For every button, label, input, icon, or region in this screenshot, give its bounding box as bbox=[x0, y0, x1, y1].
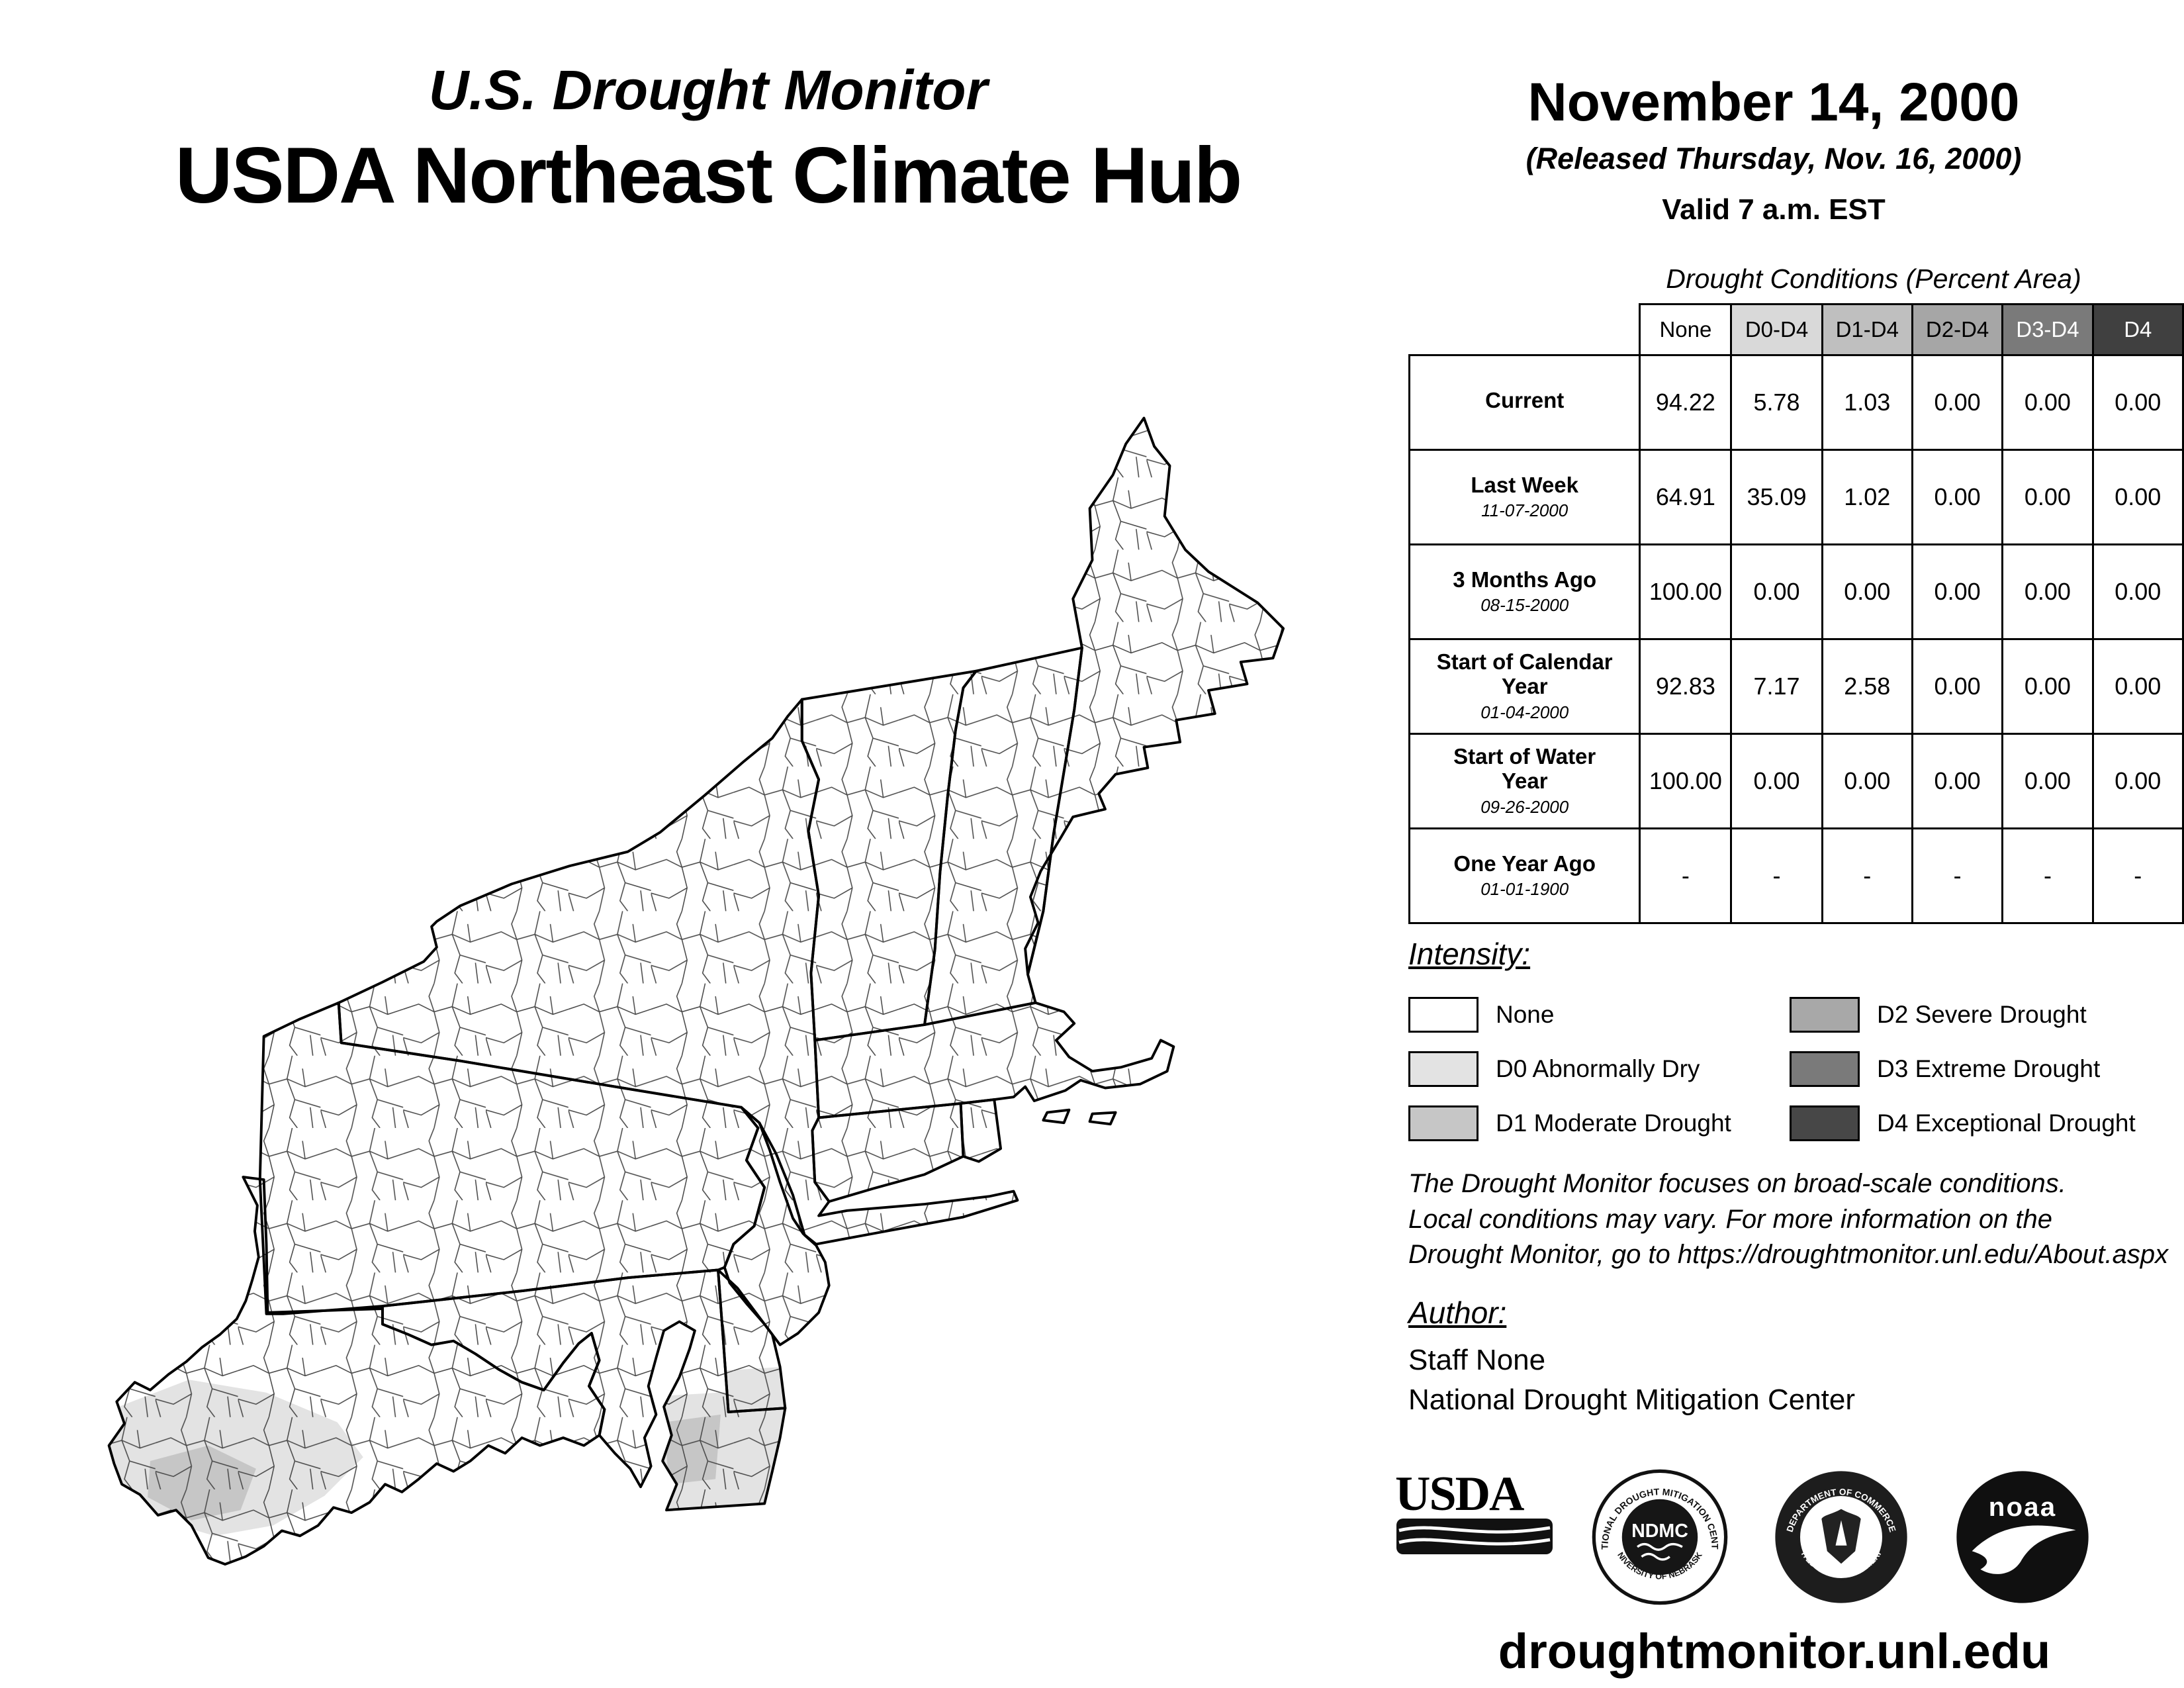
value-cell: 0.00 bbox=[2001, 543, 2094, 640]
noaa-logo: noaa bbox=[1956, 1471, 2089, 1603]
value-cell: 100.00 bbox=[1639, 733, 1733, 829]
valid-time: Valid 7 a.m. EST bbox=[1662, 193, 1886, 226]
site-url: droughtmonitor.unl.edu bbox=[1498, 1624, 2051, 1679]
value-cell: 0.00 bbox=[1911, 449, 2004, 545]
disclaimer: The Drought Monitor focuses on broad-sca… bbox=[1408, 1166, 2168, 1273]
column-header-d3-d4: D3-D4 bbox=[2001, 303, 2094, 356]
value-cell: 0.00 bbox=[1821, 543, 1913, 640]
legend-swatch-d4 bbox=[1790, 1105, 1860, 1141]
value-cell: 0.00 bbox=[1911, 543, 2004, 640]
table-header-row: None D0-D4 D1-D4 D2-D4 D3-D4 D4 bbox=[1409, 303, 2184, 356]
county-lines-connecticut bbox=[812, 1103, 964, 1202]
value-cell: 0.00 bbox=[1911, 733, 2004, 829]
legend-item-d2: D2 Severe Drought bbox=[1790, 997, 2184, 1033]
author-name: Staff None bbox=[1408, 1344, 1546, 1376]
legend-swatch-d2 bbox=[1790, 997, 1860, 1033]
table-corner bbox=[1409, 304, 1640, 355]
northeast-drought-map bbox=[107, 416, 1285, 1566]
column-header-d2-d4: D2-D4 bbox=[1911, 303, 2004, 356]
value-cell: 0.00 bbox=[2001, 638, 2094, 735]
table-row-one-year-ago: One Year Ago 01-01-1900 - - - - - - bbox=[1408, 827, 2184, 924]
value-cell: 0.00 bbox=[2091, 449, 2184, 545]
column-header-d4: D4 bbox=[2091, 303, 2184, 356]
legend-swatch-none bbox=[1408, 997, 1479, 1033]
table-row-current: Current 94.22 5.78 1.03 0.00 0.00 0.00 bbox=[1408, 354, 2184, 451]
column-header-d1-d4: D1-D4 bbox=[1821, 303, 1913, 356]
intensity-heading: Intensity: bbox=[1408, 937, 1531, 971]
row-label: 3 Months Ago 08-15-2000 bbox=[1408, 543, 1641, 640]
value-cell: 0.00 bbox=[1911, 638, 2004, 735]
value-cell: 100.00 bbox=[1639, 543, 1733, 640]
table-row-start-water-year: Start of Water Year 09-26-2000 100.00 0.… bbox=[1408, 733, 2184, 829]
value-cell: - bbox=[1730, 827, 1823, 924]
disclaimer-line: The Drought Monitor focuses on broad-sca… bbox=[1408, 1169, 2066, 1198]
value-cell: 0.00 bbox=[2091, 733, 2184, 829]
value-cell: 0.00 bbox=[1730, 543, 1823, 640]
column-header-d0-d4: D0-D4 bbox=[1730, 303, 1823, 356]
intensity-legend: None D0 Abnormally Dry D1 Moderate Droug… bbox=[1408, 988, 2184, 1150]
legend-item-d3: D3 Extreme Drought bbox=[1790, 1051, 2184, 1087]
usda-wordmark: USDA bbox=[1395, 1467, 1524, 1521]
noaa-wordmark: noaa bbox=[1989, 1492, 2056, 1522]
usda-logo-stripes bbox=[1396, 1519, 1553, 1555]
row-label: Last Week 11-07-2000 bbox=[1408, 449, 1641, 545]
value-cell: 0.00 bbox=[2091, 354, 2184, 451]
drought-conditions-table: None D0-D4 D1-D4 D2-D4 D3-D4 D4 Current … bbox=[1408, 303, 2184, 924]
disclaimer-line: Local conditions may vary. For more info… bbox=[1408, 1204, 2053, 1234]
table-row-start-calendar-year: Start of Calendar Year 01-04-2000 92.83 … bbox=[1408, 638, 2184, 735]
row-label: One Year Ago 01-01-1900 bbox=[1408, 827, 1641, 924]
legend-swatch-d0 bbox=[1408, 1051, 1479, 1087]
value-cell: 7.17 bbox=[1730, 638, 1823, 735]
legend-swatch-d3 bbox=[1790, 1051, 1860, 1087]
usda-logo: USDA bbox=[1395, 1467, 1561, 1559]
value-cell: - bbox=[2001, 827, 2094, 924]
value-cell: - bbox=[1639, 827, 1733, 924]
hub-title: USDA Northeast Climate Hub bbox=[175, 131, 1242, 220]
column-header-none: None bbox=[1639, 303, 1733, 356]
ndmc-center-text: NDMC bbox=[1631, 1521, 1688, 1542]
value-cell: 0.00 bbox=[1730, 733, 1823, 829]
row-label: Start of Water Year 09-26-2000 bbox=[1408, 733, 1641, 829]
table-row-last-week: Last Week 11-07-2000 64.91 35.09 1.02 0.… bbox=[1408, 449, 2184, 545]
value-cell: 0.00 bbox=[2001, 449, 2094, 545]
value-cell: 1.03 bbox=[1821, 354, 1913, 451]
value-cell: - bbox=[1911, 827, 2004, 924]
value-cell: 0.00 bbox=[2091, 638, 2184, 735]
value-cell: - bbox=[2091, 827, 2184, 924]
legend-item-d4: D4 Exceptional Drought bbox=[1790, 1105, 2184, 1141]
noaa-bird-icon bbox=[1972, 1525, 2076, 1574]
author-heading: Author: bbox=[1408, 1295, 1507, 1330]
report-date: November 14, 2000 bbox=[1527, 72, 2020, 132]
value-cell: 2.58 bbox=[1821, 638, 1913, 735]
legend-item-d0: D0 Abnormally Dry bbox=[1408, 1051, 1790, 1087]
legend-swatch-d1 bbox=[1408, 1105, 1479, 1141]
value-cell: 64.91 bbox=[1639, 449, 1733, 545]
row-label: Current bbox=[1408, 354, 1641, 451]
commerce-logo: DEPARTMENT OF COMMERCE UNITED STATES OF … bbox=[1771, 1467, 1907, 1603]
value-cell: 0.00 bbox=[2001, 354, 2094, 451]
row-label: Start of Calendar Year 01-04-2000 bbox=[1408, 638, 1641, 735]
page-title: U.S. Drought Monitor bbox=[428, 59, 988, 121]
value-cell: 35.09 bbox=[1730, 449, 1823, 545]
value-cell: 0.00 bbox=[1911, 354, 2004, 451]
value-cell: 0.00 bbox=[1821, 733, 1913, 829]
released-date: (Released Thursday, Nov. 16, 2000) bbox=[1525, 142, 2022, 175]
value-cell: 0.00 bbox=[2001, 733, 2094, 829]
legend-item-none: None bbox=[1408, 997, 1790, 1033]
disclaimer-line: Drought Monitor, go to https://droughtmo… bbox=[1408, 1240, 2169, 1270]
ndmc-logo: NATIONAL DROUGHT MITIGATION CENTER UNIVE… bbox=[1590, 1467, 1728, 1605]
value-cell: 5.78 bbox=[1730, 354, 1823, 451]
author-organization: National Drought Mitigation Center bbox=[1408, 1383, 1856, 1416]
value-cell: - bbox=[1821, 827, 1913, 924]
table-title: Drought Conditions (Percent Area) bbox=[1666, 263, 2081, 294]
doc-eagle-emblem bbox=[1821, 1509, 1861, 1564]
value-cell: 92.83 bbox=[1639, 638, 1733, 735]
value-cell: 1.02 bbox=[1821, 449, 1913, 545]
value-cell: 94.22 bbox=[1639, 354, 1733, 451]
legend-item-d1: D1 Moderate Drought bbox=[1408, 1105, 1790, 1141]
table-row-3-months-ago: 3 Months Ago 08-15-2000 100.00 0.00 0.00… bbox=[1408, 543, 2184, 640]
value-cell: 0.00 bbox=[2091, 543, 2184, 640]
